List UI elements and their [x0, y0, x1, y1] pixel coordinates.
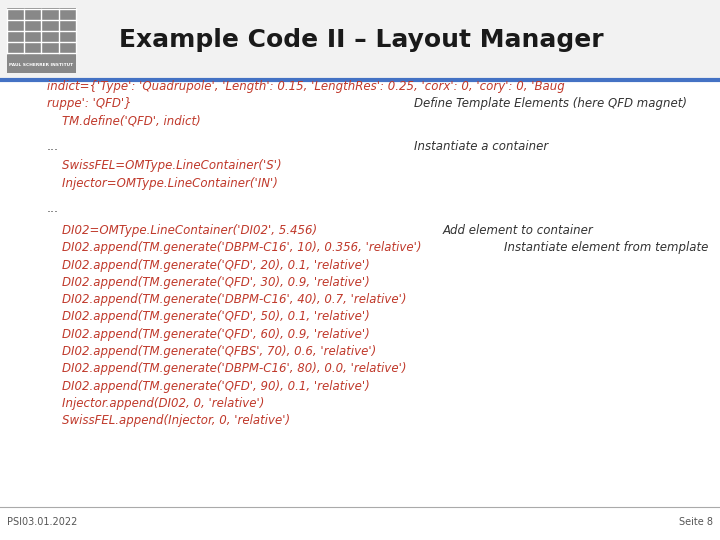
Text: Instantiate element from template: Instantiate element from template — [504, 241, 708, 254]
Text: DI02.append(TM.generate('QFD', 60), 0.9, 'relative'): DI02.append(TM.generate('QFD', 60), 0.9,… — [47, 328, 369, 341]
Text: DI02.append(TM.generate('QFBS', 70), 0.6, 'relative'): DI02.append(TM.generate('QFBS', 70), 0.6… — [47, 345, 376, 358]
Text: ruppe': 'QFD'}: ruppe': 'QFD'} — [47, 97, 132, 110]
Text: DI02.append(TM.generate('QFD', 90), 0.1, 'relative'): DI02.append(TM.generate('QFD', 90), 0.1,… — [47, 380, 369, 393]
Text: indict={'Type': 'Quadrupole', 'Length': 0.15, 'LengthRes': 0.25, 'corx': 0, 'cor: indict={'Type': 'Quadrupole', 'Length': … — [47, 80, 564, 93]
Text: PSI03.01.2022: PSI03.01.2022 — [7, 517, 78, 527]
Text: ...: ... — [47, 202, 59, 215]
Text: Add element to container: Add element to container — [443, 224, 593, 237]
Text: Injector=OMType.LineContainer('IN'): Injector=OMType.LineContainer('IN') — [47, 177, 278, 190]
Text: Define Template Elements (here QFD magnet): Define Template Elements (here QFD magne… — [414, 97, 687, 110]
FancyBboxPatch shape — [0, 0, 720, 80]
Text: DI02.append(TM.generate('DBPM-C16', 10), 0.356, 'relative'): DI02.append(TM.generate('DBPM-C16', 10),… — [47, 241, 421, 254]
Text: DI02.append(TM.generate('QFD', 50), 0.1, 'relative'): DI02.append(TM.generate('QFD', 50), 0.1,… — [47, 310, 369, 323]
Text: DI02.append(TM.generate('QFD', 30), 0.9, 'relative'): DI02.append(TM.generate('QFD', 30), 0.9,… — [47, 276, 369, 289]
Text: DI02.append(TM.generate('DBPM-C16', 40), 0.7, 'relative'): DI02.append(TM.generate('DBPM-C16', 40),… — [47, 293, 406, 306]
Text: SwissFEL.append(Injector, 0, 'relative'): SwissFEL.append(Injector, 0, 'relative') — [47, 414, 290, 427]
Text: DI02.append(TM.generate('QFD', 20), 0.1, 'relative'): DI02.append(TM.generate('QFD', 20), 0.1,… — [47, 259, 369, 272]
Text: Instantiate a container: Instantiate a container — [414, 140, 548, 153]
FancyBboxPatch shape — [7, 8, 76, 73]
Text: DI02=OMType.LineContainer('DI02', 5.456): DI02=OMType.LineContainer('DI02', 5.456) — [47, 224, 317, 237]
Text: ...: ... — [47, 140, 59, 153]
Text: PAUL SCHERRER INSTITUT: PAUL SCHERRER INSTITUT — [9, 63, 73, 67]
Text: Seite 8: Seite 8 — [679, 517, 713, 527]
Text: Injector.append(DI02, 0, 'relative'): Injector.append(DI02, 0, 'relative') — [47, 397, 264, 410]
Text: TM.define('QFD', indict): TM.define('QFD', indict) — [47, 114, 201, 127]
Text: DI02.append(TM.generate('DBPM-C16', 80), 0.0, 'relative'): DI02.append(TM.generate('DBPM-C16', 80),… — [47, 362, 406, 375]
Text: SwissFEL=OMType.LineContainer('S'): SwissFEL=OMType.LineContainer('S') — [47, 159, 282, 172]
Text: Example Code II – Layout Manager: Example Code II – Layout Manager — [119, 28, 603, 52]
